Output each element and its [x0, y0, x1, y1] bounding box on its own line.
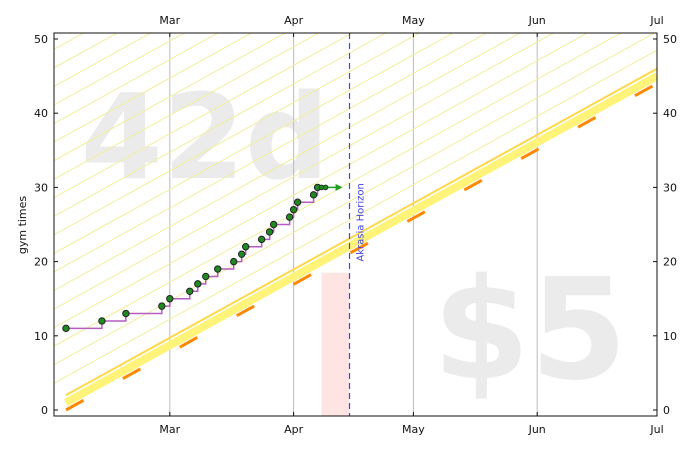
datapoint — [186, 287, 194, 295]
stripe — [54, 33, 421, 236]
x-tick-label-bottom: Jun — [528, 423, 546, 436]
y-tick-label-right: 20 — [663, 256, 677, 269]
datapoint — [257, 235, 266, 244]
watermark-pledge: $5 — [433, 249, 628, 412]
datapoint — [194, 280, 202, 288]
y-tick-label-right: 40 — [663, 107, 677, 120]
x-tick-label-top: May — [402, 14, 425, 27]
datapoint — [230, 257, 238, 266]
plot-frame — [53, 32, 658, 417]
akrasia-horizon-label: Akrasia Horizon — [356, 183, 367, 261]
datapoint — [285, 213, 294, 221]
y-tick-label-right: 10 — [663, 330, 677, 343]
datapoints — [62, 183, 343, 333]
datapoint — [237, 250, 246, 258]
datapoint — [269, 220, 278, 229]
x-tick-label-bottom: Jul — [649, 423, 663, 436]
x-tick-label-top: Mar — [159, 14, 180, 27]
datapoint — [241, 243, 250, 251]
y-axis-label: gym times — [16, 196, 29, 255]
datapoint — [265, 228, 274, 236]
datapoint — [289, 205, 298, 214]
stripe — [54, 33, 253, 143]
stripe — [54, 33, 454, 254]
datapoint — [322, 184, 329, 191]
y-tick-label-left: 10 — [34, 330, 48, 343]
y-tick-label-right: 30 — [663, 181, 677, 194]
stripe — [54, 33, 522, 291]
x-tick-label-top: Apr — [284, 14, 304, 27]
stripe — [54, 49, 657, 384]
datapoint — [98, 317, 106, 325]
today-band — [321, 272, 350, 416]
datapoint — [202, 272, 210, 281]
stripe — [54, 33, 656, 366]
road-stripes — [54, 0, 657, 384]
y-tick-label-right: 0 — [663, 404, 670, 417]
stripe — [54, 33, 488, 273]
stripe — [54, 33, 555, 310]
x-tick-label-top: Jun — [528, 14, 546, 27]
safe-lane — [64, 72, 657, 407]
x-tick-label-bottom: Apr — [284, 423, 304, 436]
datapoint — [158, 302, 166, 310]
stripe — [54, 33, 622, 347]
datapoint — [214, 265, 222, 273]
y-tick-label-left: 50 — [34, 33, 48, 46]
road-lines — [64, 67, 657, 412]
stripe — [54, 33, 589, 329]
stripe — [54, 33, 320, 180]
datapoint — [293, 198, 302, 206]
y-tick-label-left: 40 — [34, 107, 48, 120]
stripe — [54, 33, 287, 162]
datapoint — [166, 295, 174, 303]
y-tick-label-left: 30 — [34, 181, 48, 194]
stripe — [54, 0, 657, 31]
stripe — [54, 33, 387, 217]
datapoint — [62, 324, 70, 333]
y-tick-label-left: 0 — [41, 404, 48, 417]
lane-edge-line — [65, 67, 657, 397]
stripe — [54, 33, 219, 124]
stripe — [54, 33, 354, 199]
datapoint — [309, 191, 318, 199]
x-tick-label-bottom: May — [402, 423, 425, 436]
y-tick-label-left: 20 — [34, 256, 48, 269]
x-tick-label-top: Jul — [649, 14, 663, 27]
y-tick-label-right: 50 — [663, 33, 677, 46]
trend-arrow-head — [335, 183, 343, 191]
stripe — [54, 0, 657, 12]
bright-red-line — [65, 82, 657, 412]
watermark-days: 42d — [81, 68, 330, 206]
stripe — [54, 33, 186, 106]
x-tick-label-bottom: Mar — [159, 423, 180, 436]
datapoint — [122, 309, 130, 318]
